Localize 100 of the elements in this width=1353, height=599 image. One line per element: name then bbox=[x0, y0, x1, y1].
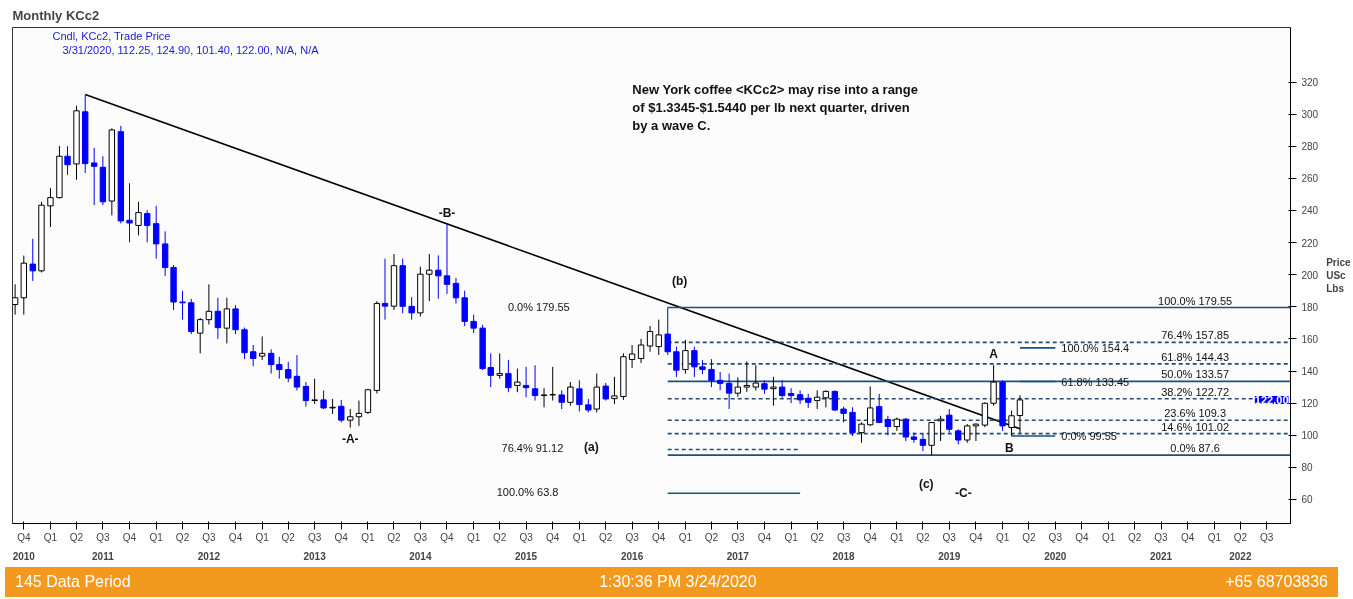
x-tick-label: Q4 bbox=[863, 531, 878, 543]
x2-tick-label: 2017 bbox=[726, 550, 750, 562]
x-tick-label: Q3 bbox=[96, 531, 110, 543]
x-tick-label: Q1 bbox=[255, 531, 270, 543]
x-tick-label: Q3 bbox=[836, 531, 851, 543]
annotation: New York coffee <KCc2> may rise into a range of $1.3345-$1.5440 per lb next quarter, driven by a wave C. bbox=[632, 82, 918, 134]
annotation: 122.00 bbox=[1254, 393, 1289, 406]
x-tick-label: Q1 bbox=[995, 531, 1010, 543]
x2-tick-label: 2019 bbox=[938, 550, 961, 562]
x-tick-label: Q3 bbox=[731, 531, 745, 543]
y-tick-label: 80 bbox=[1301, 462, 1314, 474]
x2-tick-label: 2012 bbox=[197, 550, 221, 562]
x-tick-label: Q1 bbox=[466, 531, 481, 543]
x-tick-label: Q3 bbox=[1048, 531, 1063, 543]
x-tick-label: Q2 bbox=[1233, 531, 1248, 543]
x-tick-label: Q4 bbox=[1181, 531, 1195, 543]
annotation: 0.0% 179.55 bbox=[507, 300, 570, 313]
x2-tick-label: 2011 bbox=[92, 550, 115, 562]
x-tick-label: Q3 bbox=[202, 531, 216, 543]
annotation: (b) bbox=[671, 274, 688, 289]
x-tick-label: Q3 bbox=[942, 531, 957, 543]
annotation: B bbox=[1005, 441, 1015, 456]
x-tick-label: Q2 bbox=[599, 531, 613, 543]
x-tick-label: Q4 bbox=[440, 531, 455, 543]
x-tick-label: Q3 bbox=[307, 531, 322, 543]
x-tick-label: Q2 bbox=[175, 531, 190, 543]
x-tick-label: Q1 bbox=[784, 531, 799, 543]
x-tick-label: Q4 bbox=[228, 531, 243, 543]
y-tick-label: 160 bbox=[1301, 333, 1319, 345]
y-tick-label: 260 bbox=[1301, 173, 1319, 185]
annotation: 0.0% 87.6 bbox=[1170, 442, 1220, 455]
annotation: 100.0% 179.55 bbox=[1158, 294, 1233, 307]
annotation: 100.0% 154.4 bbox=[1061, 341, 1130, 354]
y-tick-label: 140 bbox=[1301, 366, 1319, 378]
x2-tick-label: 2020 bbox=[1044, 550, 1067, 562]
y-tick-label: 100 bbox=[1301, 430, 1319, 442]
text: Cndl, KCc2, Trade Price 3/31/2020, 112.25, 124.90, 101.40, 122.00, N/A, N/A bbox=[52, 29, 320, 56]
annotation: 50.0% 133.57 bbox=[1161, 368, 1230, 381]
x2-tick-label: 2022 bbox=[1229, 550, 1252, 562]
x2-tick-label: 2013 bbox=[303, 550, 327, 562]
y-tick-label: 180 bbox=[1301, 301, 1319, 313]
annotation: -B- bbox=[438, 205, 456, 220]
x-tick-label: Q2 bbox=[281, 531, 296, 543]
x-tick-label: Q4 bbox=[652, 531, 666, 543]
x-tick-label: Q2 bbox=[916, 531, 931, 543]
x-tick-label: Q2 bbox=[69, 531, 84, 543]
annotation: 14.6% 101.02 bbox=[1161, 420, 1230, 433]
x-tick-label: Q1 bbox=[890, 531, 904, 543]
x-tick-label: Q4 bbox=[17, 531, 31, 543]
x2-tick-label: 2015 bbox=[514, 550, 538, 562]
y-tick-label: 60 bbox=[1301, 494, 1314, 506]
text: +65 68703836 bbox=[1225, 571, 1328, 592]
chart-title: Monthly KCc2 bbox=[12, 7, 100, 23]
x2-tick-label: 2014 bbox=[409, 550, 432, 562]
x-tick-label: Q4 bbox=[334, 531, 349, 543]
text: 145 Data Period bbox=[15, 571, 131, 592]
x-tick-label: Q2 bbox=[387, 531, 402, 543]
x2-tick-label: 2016 bbox=[620, 550, 644, 562]
x-tick-label: Q1 bbox=[678, 531, 693, 543]
x-tick-label: Q2 bbox=[1022, 531, 1037, 543]
annotation: 61.8% 144.43 bbox=[1161, 350, 1230, 363]
x-tick-label: Q3 bbox=[625, 531, 640, 543]
x-tick-label: Q3 bbox=[1260, 531, 1274, 543]
annotation: A bbox=[989, 347, 999, 362]
x-tick-label: Q2 bbox=[493, 531, 507, 543]
y-axis-title: Price USc Lbs bbox=[1326, 256, 1352, 295]
x-tick-label: Q2 bbox=[704, 531, 719, 543]
x2-tick-label: 2010 bbox=[12, 550, 36, 562]
text: 1:30:36 PM 3/24/2020 bbox=[599, 571, 757, 592]
y-tick-label: 200 bbox=[1301, 269, 1319, 281]
x-tick-label: Q1 bbox=[572, 531, 587, 543]
x-tick-label: Q2 bbox=[810, 531, 825, 543]
x-tick-label: Q4 bbox=[969, 531, 984, 543]
x-tick-label: Q1 bbox=[43, 531, 58, 543]
annotation: 76.4% 91.12 bbox=[501, 442, 564, 455]
annotation: -C- bbox=[955, 486, 972, 501]
y-tick-label: 280 bbox=[1301, 141, 1319, 153]
annotation: 76.4% 157.85 bbox=[1161, 329, 1230, 342]
y-tick-label: 240 bbox=[1301, 205, 1319, 217]
y-tick-label: 120 bbox=[1301, 398, 1319, 410]
x-tick-label: Q1 bbox=[1207, 531, 1222, 543]
x-tick-label: Q4 bbox=[1075, 531, 1090, 543]
x-tick-label: Q2 bbox=[1127, 531, 1142, 543]
x2-tick-label: 2021 bbox=[1149, 550, 1173, 562]
annotation: (c) bbox=[918, 477, 934, 492]
x-tick-label: Q4 bbox=[757, 531, 772, 543]
x-tick-label: Q3 bbox=[519, 531, 534, 543]
x-tick-label: Q3 bbox=[413, 531, 428, 543]
y-tick-label: 320 bbox=[1301, 77, 1319, 89]
x-tick-label: Q4 bbox=[546, 531, 560, 543]
y-tick-label: 300 bbox=[1301, 109, 1319, 121]
annotation: 23.6% 109.3 bbox=[1164, 407, 1227, 420]
x-tick-label: Q1 bbox=[1101, 531, 1116, 543]
y-tick-label: 220 bbox=[1301, 237, 1319, 249]
annotation: (a) bbox=[584, 440, 599, 455]
x-tick-label: Q1 bbox=[361, 531, 376, 543]
annotation: 38.2% 122.72 bbox=[1161, 385, 1230, 398]
annotation: -A- bbox=[341, 431, 359, 446]
x-tick-label: Q3 bbox=[1154, 531, 1169, 543]
annotation: 100.0% 63.8 bbox=[496, 486, 559, 499]
